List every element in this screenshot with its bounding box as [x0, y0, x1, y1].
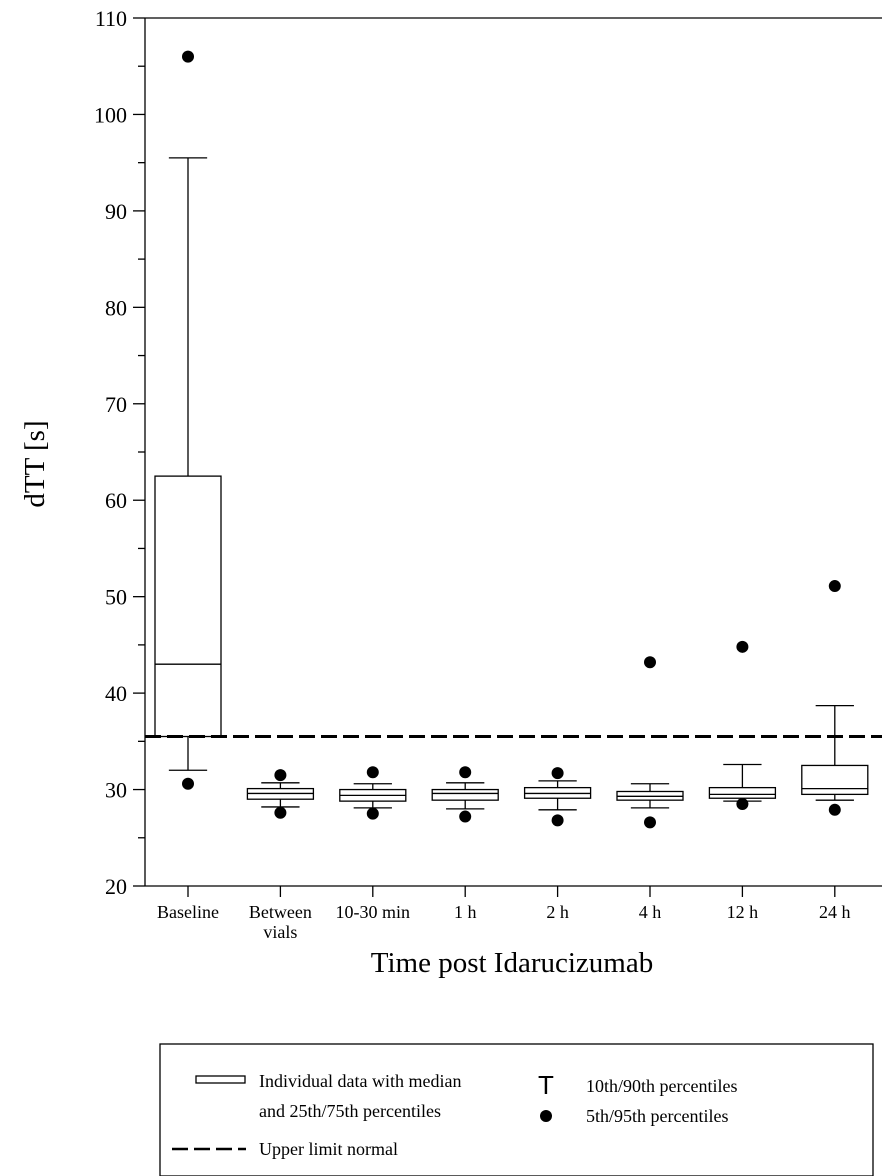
iqr-box — [154, 475, 222, 738]
legend-outlier-label: 5th/95th percentiles — [586, 1106, 728, 1126]
y-tick-label: 80 — [105, 295, 127, 320]
p95-point — [828, 580, 841, 593]
y-tick-label: 30 — [105, 778, 127, 803]
legend-box-swatch — [195, 1075, 246, 1084]
y-tick-label: 60 — [105, 488, 127, 513]
x-tick-label: Baseline — [157, 902, 219, 922]
box-series — [154, 50, 869, 829]
p5-point — [182, 777, 194, 790]
iqr-box — [708, 786, 777, 799]
box-8 — [801, 580, 869, 816]
box-4 — [431, 766, 499, 823]
p5-point — [736, 798, 749, 811]
y-tick-label: 70 — [105, 392, 127, 417]
legend-outlier-marker — [540, 1110, 552, 1122]
y-tick-label: 20 — [105, 874, 127, 899]
legend-frame — [159, 1043, 874, 1176]
p5-point — [644, 816, 656, 829]
y-tick-label: 90 — [105, 199, 127, 224]
p95-point — [182, 50, 194, 63]
box-5 — [523, 767, 592, 827]
x-tick-label: vials — [263, 922, 297, 942]
box-2 — [246, 769, 315, 819]
x-tick-label: Between — [249, 902, 312, 922]
box-1 — [154, 50, 222, 790]
box-3 — [339, 766, 407, 820]
axes: 20 30 40 50 60 70 80 90 100 110 Baseline Betweenvia… — [94, 6, 882, 942]
x-tick-label: 24 h — [819, 902, 851, 922]
x-tick-label: 12 h — [727, 902, 759, 922]
p5-point — [366, 807, 379, 820]
legend-reference-label: Upper limit normal — [259, 1139, 398, 1159]
y-tick-label: 110 — [95, 6, 127, 31]
iqr-box — [801, 764, 869, 796]
legend-box-label-2: and 25th/75th percentiles — [259, 1101, 441, 1121]
x-tick-label: 4 h — [639, 902, 662, 922]
x-tick-label: 10-30 min — [336, 902, 411, 922]
iqr-box — [431, 788, 499, 801]
p5-point — [274, 806, 287, 819]
p5-point — [459, 810, 472, 823]
p95-point — [366, 766, 379, 779]
box-6 — [616, 656, 684, 829]
y-axis-title: dTT [s] — [19, 420, 51, 507]
p95-point — [274, 769, 287, 782]
legend-whisker-label: 10th/90th percentiles — [586, 1076, 737, 1096]
p95-point — [459, 766, 472, 779]
y-tick-label: 100 — [94, 102, 127, 127]
p5-point — [828, 803, 841, 816]
p95-point — [736, 640, 749, 653]
p95-point — [644, 656, 656, 669]
p5-point — [551, 814, 564, 827]
legend-whisker-symbol: T — [538, 1070, 554, 1100]
x-axis-title: Time post Idarucizumab — [371, 947, 653, 979]
legend: Individual data with median and 25th/75t… — [159, 1043, 874, 1176]
p95-point — [551, 767, 564, 780]
y-tick-label: 50 — [105, 585, 127, 610]
legend-box-label-1: Individual data with median — [259, 1071, 461, 1091]
box-7 — [708, 640, 777, 811]
y-tick-label: 40 — [105, 681, 127, 706]
x-tick-label: 1 h — [454, 902, 477, 922]
x-tick-label: 2 h — [546, 902, 569, 922]
